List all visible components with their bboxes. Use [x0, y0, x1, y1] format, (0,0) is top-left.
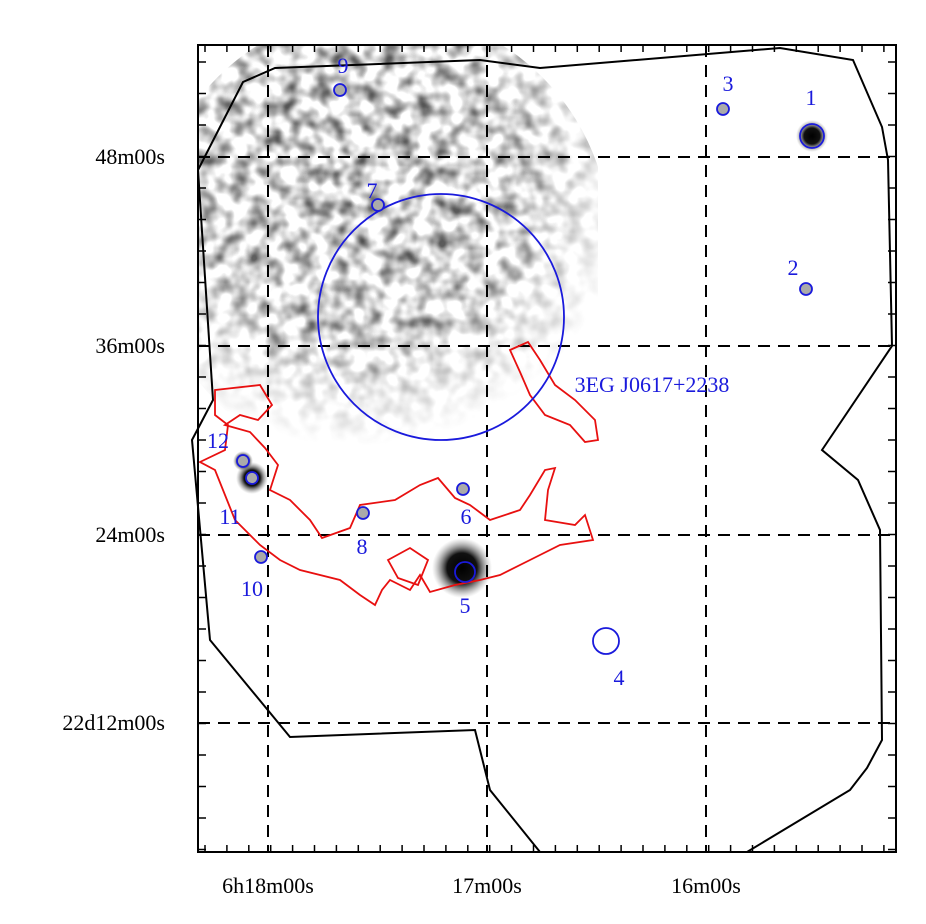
source-label: 4	[614, 665, 625, 690]
x-axis-label: 16m00s	[671, 873, 741, 898]
y-axis-label: 24m00s	[95, 522, 165, 547]
source-label: 11	[219, 504, 240, 529]
region-label: 3EG J0617+2238	[575, 372, 730, 397]
exposure-outline	[190, 46, 894, 853]
source-label: 5	[460, 593, 471, 618]
source-marker	[592, 627, 620, 655]
source-marker	[245, 471, 259, 485]
source-marker	[716, 102, 730, 116]
y-axis-label: 36m00s	[95, 333, 165, 358]
error-circle	[317, 193, 565, 441]
x-axis-label: 17m00s	[452, 873, 522, 898]
point-source-blob	[432, 538, 492, 598]
source-label: 10	[241, 576, 263, 601]
source-label: 6	[461, 504, 472, 529]
frame-ticks	[198, 45, 896, 852]
source-label: 12	[207, 428, 229, 453]
source-label: 7	[367, 178, 378, 203]
y-axis-label: 22d12m00s	[62, 710, 165, 735]
source-label: 3	[723, 71, 734, 96]
coordinate-grid	[198, 45, 896, 852]
source-marker	[456, 482, 470, 496]
source-label: 9	[338, 53, 349, 78]
contours	[198, 340, 600, 607]
source-marker	[356, 506, 370, 520]
diffuse-emission	[198, 45, 598, 465]
source-marker	[454, 561, 476, 583]
source-marker	[371, 198, 385, 212]
source-marker	[799, 123, 825, 149]
image	[198, 45, 828, 598]
x-axis-label: 6h18m00s	[222, 873, 314, 898]
frame	[197, 44, 897, 853]
source-label: 2	[788, 255, 799, 280]
source-marker	[236, 454, 250, 468]
source-marker	[254, 550, 268, 564]
source-label: 1	[806, 85, 817, 110]
source-label: 8	[357, 534, 368, 559]
source-marker	[799, 282, 813, 296]
source-marker	[333, 83, 347, 97]
y-axis-label: 48m00s	[95, 144, 165, 169]
